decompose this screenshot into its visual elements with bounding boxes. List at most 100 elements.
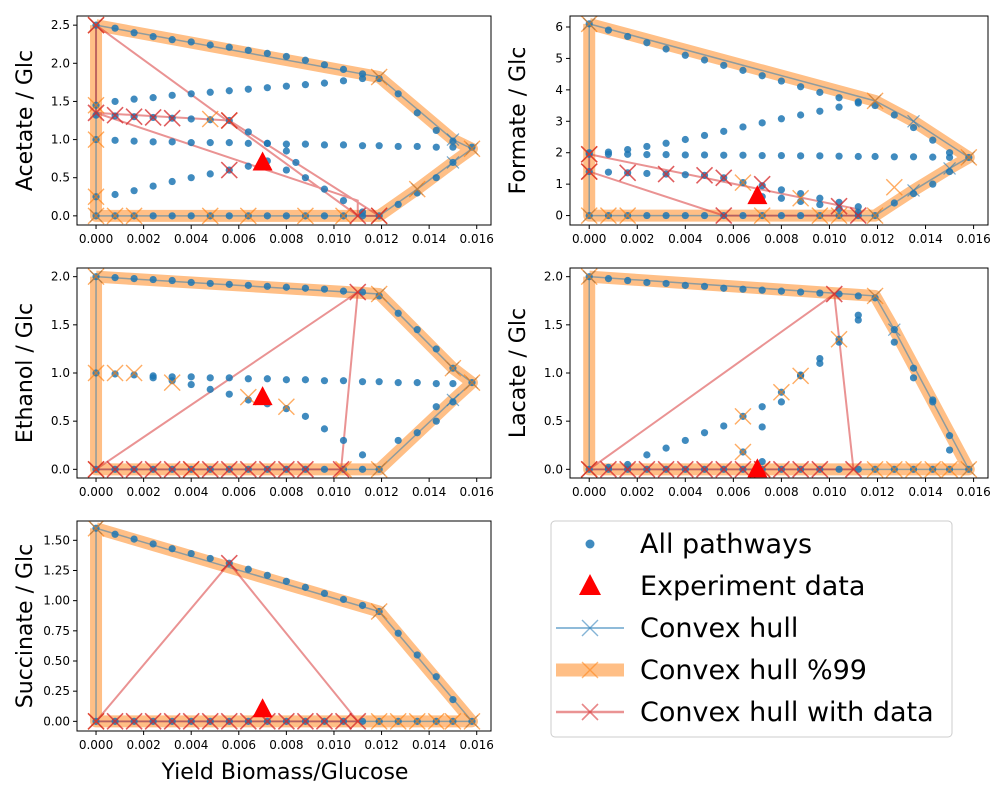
convex-hull-99-marker	[334, 460, 352, 478]
pathway-point	[681, 171, 689, 179]
pathway-point	[320, 79, 329, 87]
convex-hull-with-data-line	[95, 561, 360, 723]
pathway-point	[244, 162, 252, 170]
pathway-point	[320, 589, 329, 598]
y-tick-label: 1.0	[51, 133, 70, 147]
pathway-point	[92, 111, 100, 119]
pathway-point	[700, 282, 709, 290]
convex-hull-99-marker	[408, 180, 426, 198]
pathway-point	[890, 338, 898, 346]
convex-hull-99-marker	[830, 207, 848, 225]
experiment-data-point	[252, 151, 273, 171]
pathway-point	[111, 530, 119, 538]
x-tick-label: 0.000	[572, 485, 606, 499]
convex-hull-with-data-marker	[811, 460, 829, 478]
pathway-point	[301, 583, 310, 591]
pathway-point	[413, 651, 421, 659]
y-tick-label: 0.50	[43, 654, 70, 668]
convex-hull-with-data-marker	[258, 460, 276, 478]
pathway-point	[339, 77, 348, 85]
y-tick-label: 2.5	[51, 18, 70, 32]
pathway-point	[604, 274, 613, 283]
convex-hull-with-data-marker	[163, 460, 181, 478]
pathway-point	[282, 52, 290, 61]
pathway-point	[432, 174, 440, 182]
y-tick-label: 1.5	[51, 318, 70, 332]
pathway-point	[758, 458, 766, 466]
pathway-point	[358, 378, 367, 386]
convex-hull-99-marker	[830, 330, 848, 348]
pathway-point	[413, 379, 421, 387]
convex-hull-with-data-marker	[349, 283, 367, 301]
x-tick-label: 0.012	[860, 232, 894, 246]
chart-panel-2: 0.000 0.002 0.004 0.006 0.008 0.010 0.012 0.014…	[506, 15, 991, 246]
convex-hull-with-data-marker	[332, 460, 350, 478]
axes-frame	[76, 267, 492, 479]
pathway-point	[700, 429, 709, 437]
pathway-point	[700, 56, 709, 64]
experiment-data-point	[252, 386, 273, 406]
convex-hull-with-data-marker	[220, 712, 238, 730]
pathway-point	[149, 275, 157, 284]
convex-hull-with-data-marker	[220, 460, 238, 478]
pathway-point	[449, 143, 457, 151]
pathway-point	[187, 212, 195, 220]
x-tick-label: 0.008	[764, 232, 798, 246]
convex-hull-with-data-marker	[125, 108, 143, 126]
convex-hull-with-data-marker	[239, 460, 257, 478]
convex-hull-99-marker	[163, 374, 181, 392]
pathway-point	[662, 279, 670, 288]
x-tick-label: 0.014	[908, 485, 942, 499]
convex-hull-99-band	[583, 270, 975, 476]
y-tick-label: 0.0	[51, 209, 70, 223]
x-tick-label: 0.000	[79, 738, 113, 752]
convex-hull-99-marker	[370, 712, 388, 730]
convex-hull-with-data-marker	[144, 712, 162, 730]
convex-hull-with-data-marker	[220, 554, 238, 572]
convex-hull-99-marker	[87, 96, 105, 114]
y-tick-label: 1.5	[51, 94, 70, 108]
pathway-point	[797, 152, 805, 160]
pathway-point	[244, 281, 252, 289]
axes-frame	[76, 15, 492, 226]
convex-hull-with-data-marker	[370, 207, 388, 225]
convex-hull-with-data-line	[588, 292, 855, 471]
x-tick-label: 0.012	[364, 232, 398, 246]
pathway-point	[413, 326, 421, 334]
x-tick-label: 0.010	[317, 232, 351, 246]
pathway-point	[394, 379, 402, 387]
pathway-point	[358, 288, 367, 296]
pathway-point	[168, 36, 176, 44]
pathway-point	[413, 189, 421, 197]
convex-hull-with-data-marker	[715, 460, 733, 478]
x-tick-label: 0.000	[572, 232, 606, 246]
pathway-point	[816, 200, 824, 209]
pathway-point	[187, 549, 195, 558]
pathway-point	[375, 74, 383, 83]
convex-hull-with-data-marker	[125, 460, 143, 478]
pathway-point	[432, 379, 440, 388]
axes-frame	[569, 15, 989, 226]
pathway-point	[854, 203, 862, 211]
pathway-point	[945, 432, 954, 440]
pathway-point	[187, 38, 195, 46]
pathway-point	[358, 601, 367, 610]
pathway-point	[854, 465, 862, 473]
pathway-point	[282, 405, 290, 413]
x-tick-label: 0.006	[222, 232, 256, 246]
x-tick-label: 0.012	[364, 485, 398, 499]
pathway-point	[358, 451, 367, 459]
convex-hull-99-marker	[87, 131, 105, 149]
y-tick-label: 6	[555, 20, 563, 34]
pathway-point	[225, 280, 233, 288]
pathway-point	[816, 107, 824, 115]
pathway-point	[244, 128, 252, 136]
convex-hull-99-marker	[296, 207, 314, 225]
pathway-point	[130, 274, 138, 283]
convex-hull-99-marker	[444, 359, 462, 377]
convex-hull-99-marker	[811, 207, 829, 225]
pathway-point	[871, 101, 879, 110]
pathway-point	[263, 49, 271, 57]
legend-x-marker	[581, 703, 599, 721]
convex-hull-with-data-marker	[144, 460, 162, 478]
